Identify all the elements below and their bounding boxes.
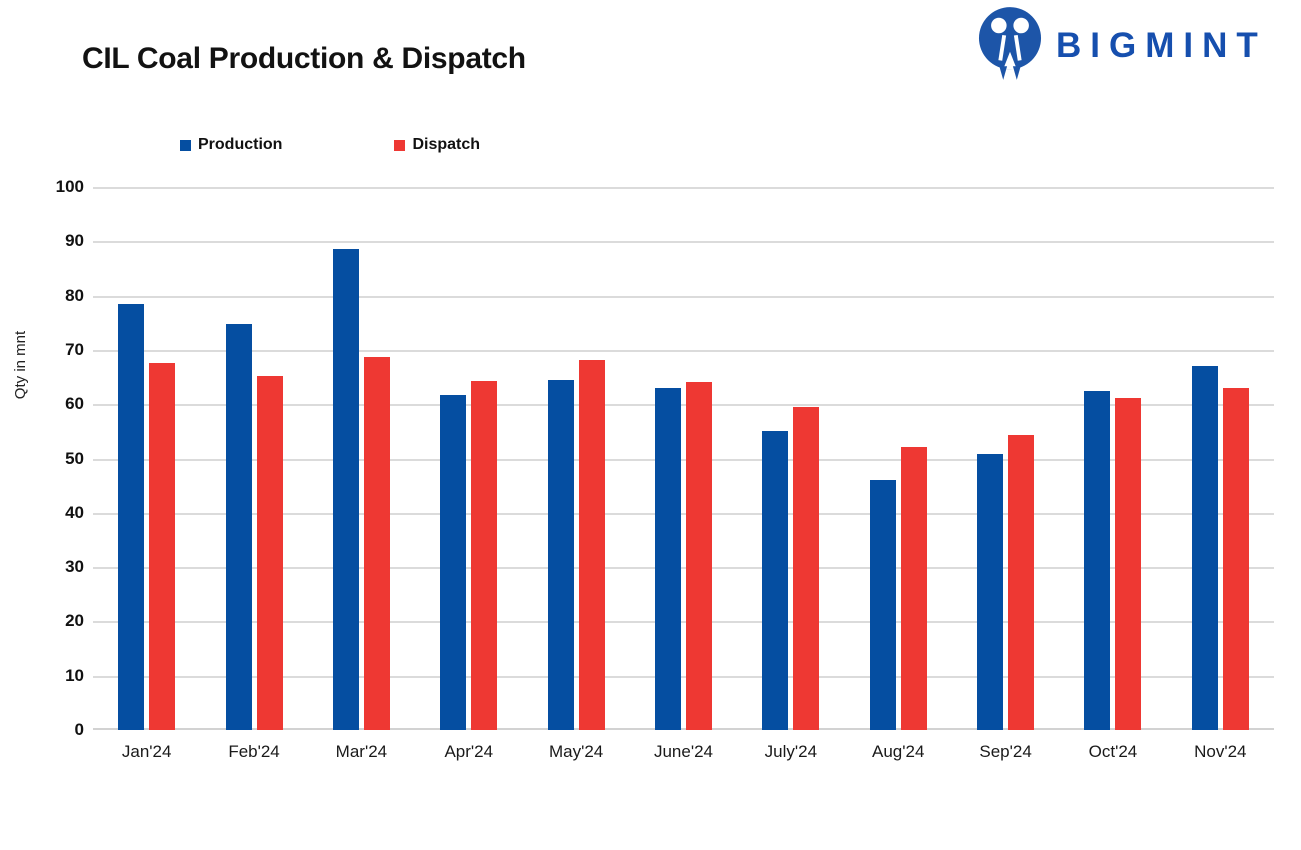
y-tick-label-70: 70 (65, 339, 84, 359)
bar-dispatch-Aug24 (900, 447, 927, 730)
y-tick-label-20: 20 (65, 611, 84, 631)
bar-dispatch-June24 (686, 382, 712, 730)
bigmint-twin-figures-icon (978, 6, 1042, 85)
bar-dispatch-May24 (578, 360, 605, 730)
bar-dispatch-Oct24 (1115, 397, 1142, 730)
bar-dispatch-Nov24 (1222, 387, 1249, 730)
brand-logo: BIGMINT (978, 6, 1267, 85)
gridline-30 (93, 567, 1274, 570)
x-tick-label-June24: June'24 (653, 742, 713, 761)
x-tick-label-Sep24: Sep'24 (979, 742, 1032, 761)
chart-legend: Production Dispatch (180, 136, 480, 154)
bar-production-June24 (655, 387, 681, 730)
legend-swatch-production (180, 139, 191, 151)
y-tick-label-10: 10 (65, 665, 84, 685)
bar-production-Feb24 (225, 323, 252, 730)
gridline-50 (93, 458, 1274, 461)
bar-dispatch-Mar24 (363, 356, 390, 730)
gridline-90 (93, 241, 1274, 244)
x-tick-label-Aug24: Aug'24 (872, 742, 925, 761)
plot-area (93, 187, 1274, 730)
x-tick-label-Jan24: Jan'24 (121, 742, 172, 761)
x-tick-label-May24: May'24 (548, 742, 604, 761)
brand-logo-text: BIGMINT (1056, 25, 1267, 65)
x-tick-label-Nov24: Nov'24 (1194, 742, 1247, 761)
x-axis-labels: Jan'24 Feb'24 Mar'24 Apr'24 May'24 June'24 Jul… (93, 740, 1274, 764)
y-tick-label-90: 90 (65, 231, 84, 251)
bar-dispatch-Feb24 (256, 375, 283, 730)
bar-production-July24 (762, 431, 789, 730)
y-tick-label-80: 80 (65, 285, 84, 305)
y-tick-label-50: 50 (65, 448, 84, 468)
y-tick-label-0: 0 (74, 720, 84, 739)
y-tick-label-30: 30 (65, 557, 84, 577)
y-tick-label-60: 60 (65, 394, 84, 414)
gridline-20 (93, 621, 1274, 624)
gridline-100 (93, 187, 1274, 189)
legend-label-production: Production (198, 136, 283, 153)
bar-production-Sep24 (977, 454, 1004, 730)
legend-label-dispatch: Dispatch (412, 136, 481, 153)
gridline-60 (93, 404, 1274, 407)
bar-dispatch-Sep24 (1008, 435, 1035, 730)
page-title: CIL Coal Production & Dispatch (82, 42, 526, 75)
bar-dispatch-Apr24 (471, 381, 498, 730)
bar-production-Apr24 (440, 394, 467, 730)
y-tick-label-100: 100 (55, 177, 84, 196)
gridline-70 (93, 349, 1274, 352)
x-tick-label-Oct24: Oct'24 (1088, 742, 1138, 761)
bar-production-Mar24 (332, 248, 359, 730)
y-tick-label-40: 40 (65, 502, 84, 522)
bar-dispatch-Jan24 (149, 363, 176, 730)
bar-production-Oct24 (1084, 391, 1111, 730)
bar-dispatch-July24 (793, 406, 820, 730)
x-tick-label-July24: July'24 (764, 742, 818, 761)
gridline-80 (93, 295, 1274, 298)
gridline-10 (93, 675, 1274, 678)
bar-production-May24 (547, 380, 574, 730)
bar-production-Aug24 (869, 479, 896, 730)
gridline-0 (93, 728, 1274, 730)
y-axis-ticks: 0 10 20 30 40 50 60 70 80 90 100 (0, 177, 84, 739)
bar-production-Jan24 (118, 303, 145, 730)
legend-swatch-dispatch (394, 139, 406, 151)
bar-production-Nov24 (1191, 365, 1218, 730)
x-tick-label-Feb24: Feb'24 (228, 742, 280, 761)
x-tick-label-Apr24: Apr'24 (444, 742, 494, 761)
x-tick-label-Mar24: Mar'24 (335, 742, 388, 761)
legend-item-production: Production (180, 136, 282, 154)
legend-item-dispatch: Dispatch (394, 136, 480, 154)
gridline-40 (93, 512, 1274, 515)
